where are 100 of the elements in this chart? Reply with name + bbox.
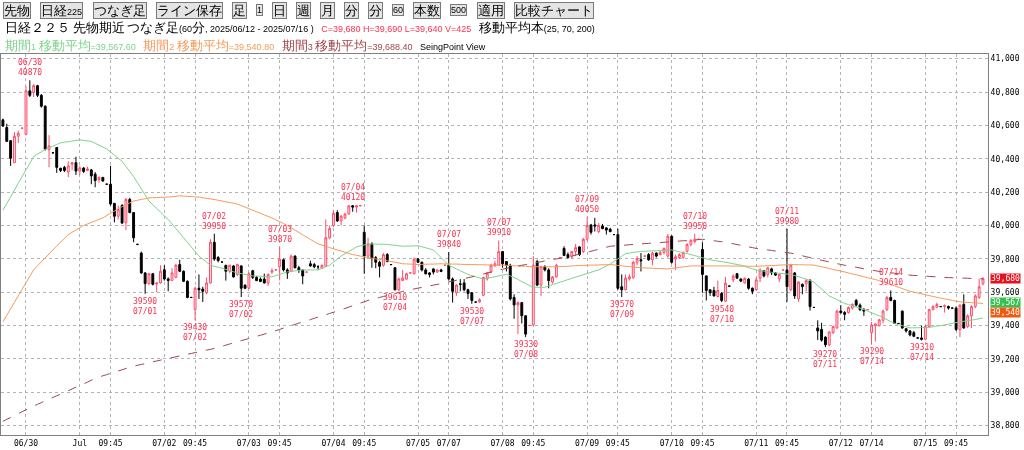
- y-tick-label: 38,800: [990, 421, 1020, 431]
- text: 移動平均本(25, 70, 200): [478, 20, 595, 35]
- x-tick-label: 07/09: [575, 438, 600, 448]
- candlestick: [312, 262, 316, 269]
- text: 適用: [478, 3, 504, 18]
- candlestick: [547, 267, 551, 289]
- candlestick: [370, 241, 374, 269]
- x-tick-label: 07/10: [659, 438, 684, 448]
- candlestick: [431, 267, 435, 275]
- candlestick: [82, 166, 86, 174]
- candlestick: [435, 268, 439, 273]
- candlestick: [339, 214, 343, 226]
- candlestick: [935, 302, 939, 309]
- candlestick: [604, 227, 608, 236]
- x-tick-label: 09:45: [690, 438, 715, 448]
- y-tick-label: 40,400: [990, 154, 1020, 164]
- candlestick: [900, 309, 904, 330]
- candlestick: [797, 280, 800, 303]
- candlestick: [608, 228, 612, 233]
- candlestick: [777, 273, 781, 283]
- candlestick: [366, 237, 370, 259]
- text: 06/30 40870: [18, 58, 43, 78]
- x-tick-label: 07/12: [828, 438, 854, 448]
- candlestick: [685, 242, 689, 253]
- text: 39570 07/09: [610, 300, 635, 320]
- text: 分: [345, 3, 358, 18]
- candlestick: [693, 233, 697, 244]
- candlestick: [535, 259, 539, 287]
- x-tick-label: Jul: [72, 438, 88, 448]
- text: ライン保存: [157, 3, 222, 18]
- candlestick: [24, 85, 28, 136]
- text: 39,567: [991, 298, 1021, 307]
- candlestick: [870, 321, 873, 345]
- candlestick: [405, 272, 408, 281]
- candlestick: [86, 166, 89, 172]
- candlestick: [808, 278, 812, 312]
- candlestick: [278, 246, 282, 281]
- text: 39330 07/08: [514, 340, 539, 360]
- text: 07/09 40050: [575, 195, 600, 215]
- text: 期間2 移動平均=39,540.80: [143, 38, 275, 53]
- candlestick: [674, 254, 677, 271]
- x-tick-label: 07/02: [152, 438, 177, 448]
- candlestick: [470, 291, 474, 305]
- candlestick: [420, 261, 424, 272]
- candlestick: [262, 273, 266, 285]
- text: 07/10 39950: [683, 212, 708, 232]
- candlestick: [700, 241, 704, 294]
- x-tick-label: 09:45: [774, 438, 800, 448]
- x-tick-label: 07/04: [321, 438, 346, 448]
- candlestick: [13, 131, 16, 164]
- candlestick: [516, 300, 520, 335]
- candlestick: [820, 322, 824, 343]
- y-tick-label: 40,600: [990, 121, 1020, 131]
- text: 1: [257, 5, 263, 15]
- y-tick-label: 40,800: [990, 87, 1020, 97]
- x-tick-label: 09:45: [267, 438, 292, 448]
- candlestick: [147, 272, 151, 286]
- candlestick: [624, 273, 627, 291]
- candlestick: [66, 160, 70, 178]
- candlestick: [497, 239, 501, 267]
- text: 07/02 39950: [202, 212, 227, 232]
- candlestick: [93, 171, 97, 188]
- text: 39270 07/11: [813, 350, 838, 370]
- candlestick: [658, 249, 662, 256]
- candlestick: [335, 209, 339, 223]
- candlestick: [827, 330, 831, 347]
- candlestick: [593, 217, 597, 233]
- candlestick: [539, 265, 543, 297]
- y-tick-label: 39,200: [990, 354, 1020, 364]
- candlestick: [124, 197, 128, 231]
- candlestick: [912, 330, 916, 338]
- text: つなぎ足: [94, 3, 146, 18]
- y-tick-label: 39,400: [990, 321, 1020, 331]
- candlestick: [151, 272, 155, 286]
- text: 日: [273, 3, 286, 18]
- candlestick: [55, 146, 59, 174]
- x-tick-label: 07/15: [913, 438, 938, 448]
- candlestick: [501, 250, 505, 269]
- candlestick: [362, 224, 366, 275]
- text: 39570 07/02: [229, 300, 254, 320]
- candlestick: [28, 79, 32, 98]
- x-tick-label: 07/08: [490, 438, 515, 448]
- candlestick: [647, 252, 651, 262]
- x-tick-label: 07/14: [859, 438, 884, 448]
- candlestick: [212, 233, 216, 262]
- candlestick: [59, 167, 63, 173]
- candlestick: [639, 252, 643, 272]
- text: 07/03 39870: [268, 225, 293, 245]
- candlestick: [293, 254, 297, 269]
- candlestick: [958, 303, 962, 338]
- candlestick: [747, 277, 750, 291]
- candlestick: [597, 222, 601, 234]
- candlestick: [712, 286, 716, 297]
- y-tick-label: 39,800: [990, 254, 1020, 264]
- text: 期間3 移動平均=39,688.40: [281, 38, 413, 53]
- text: 39,680: [991, 274, 1021, 283]
- candlestick: [355, 204, 358, 214]
- candlestick: [766, 266, 770, 278]
- text: 日経225: [41, 3, 83, 18]
- candlestick: [270, 267, 274, 275]
